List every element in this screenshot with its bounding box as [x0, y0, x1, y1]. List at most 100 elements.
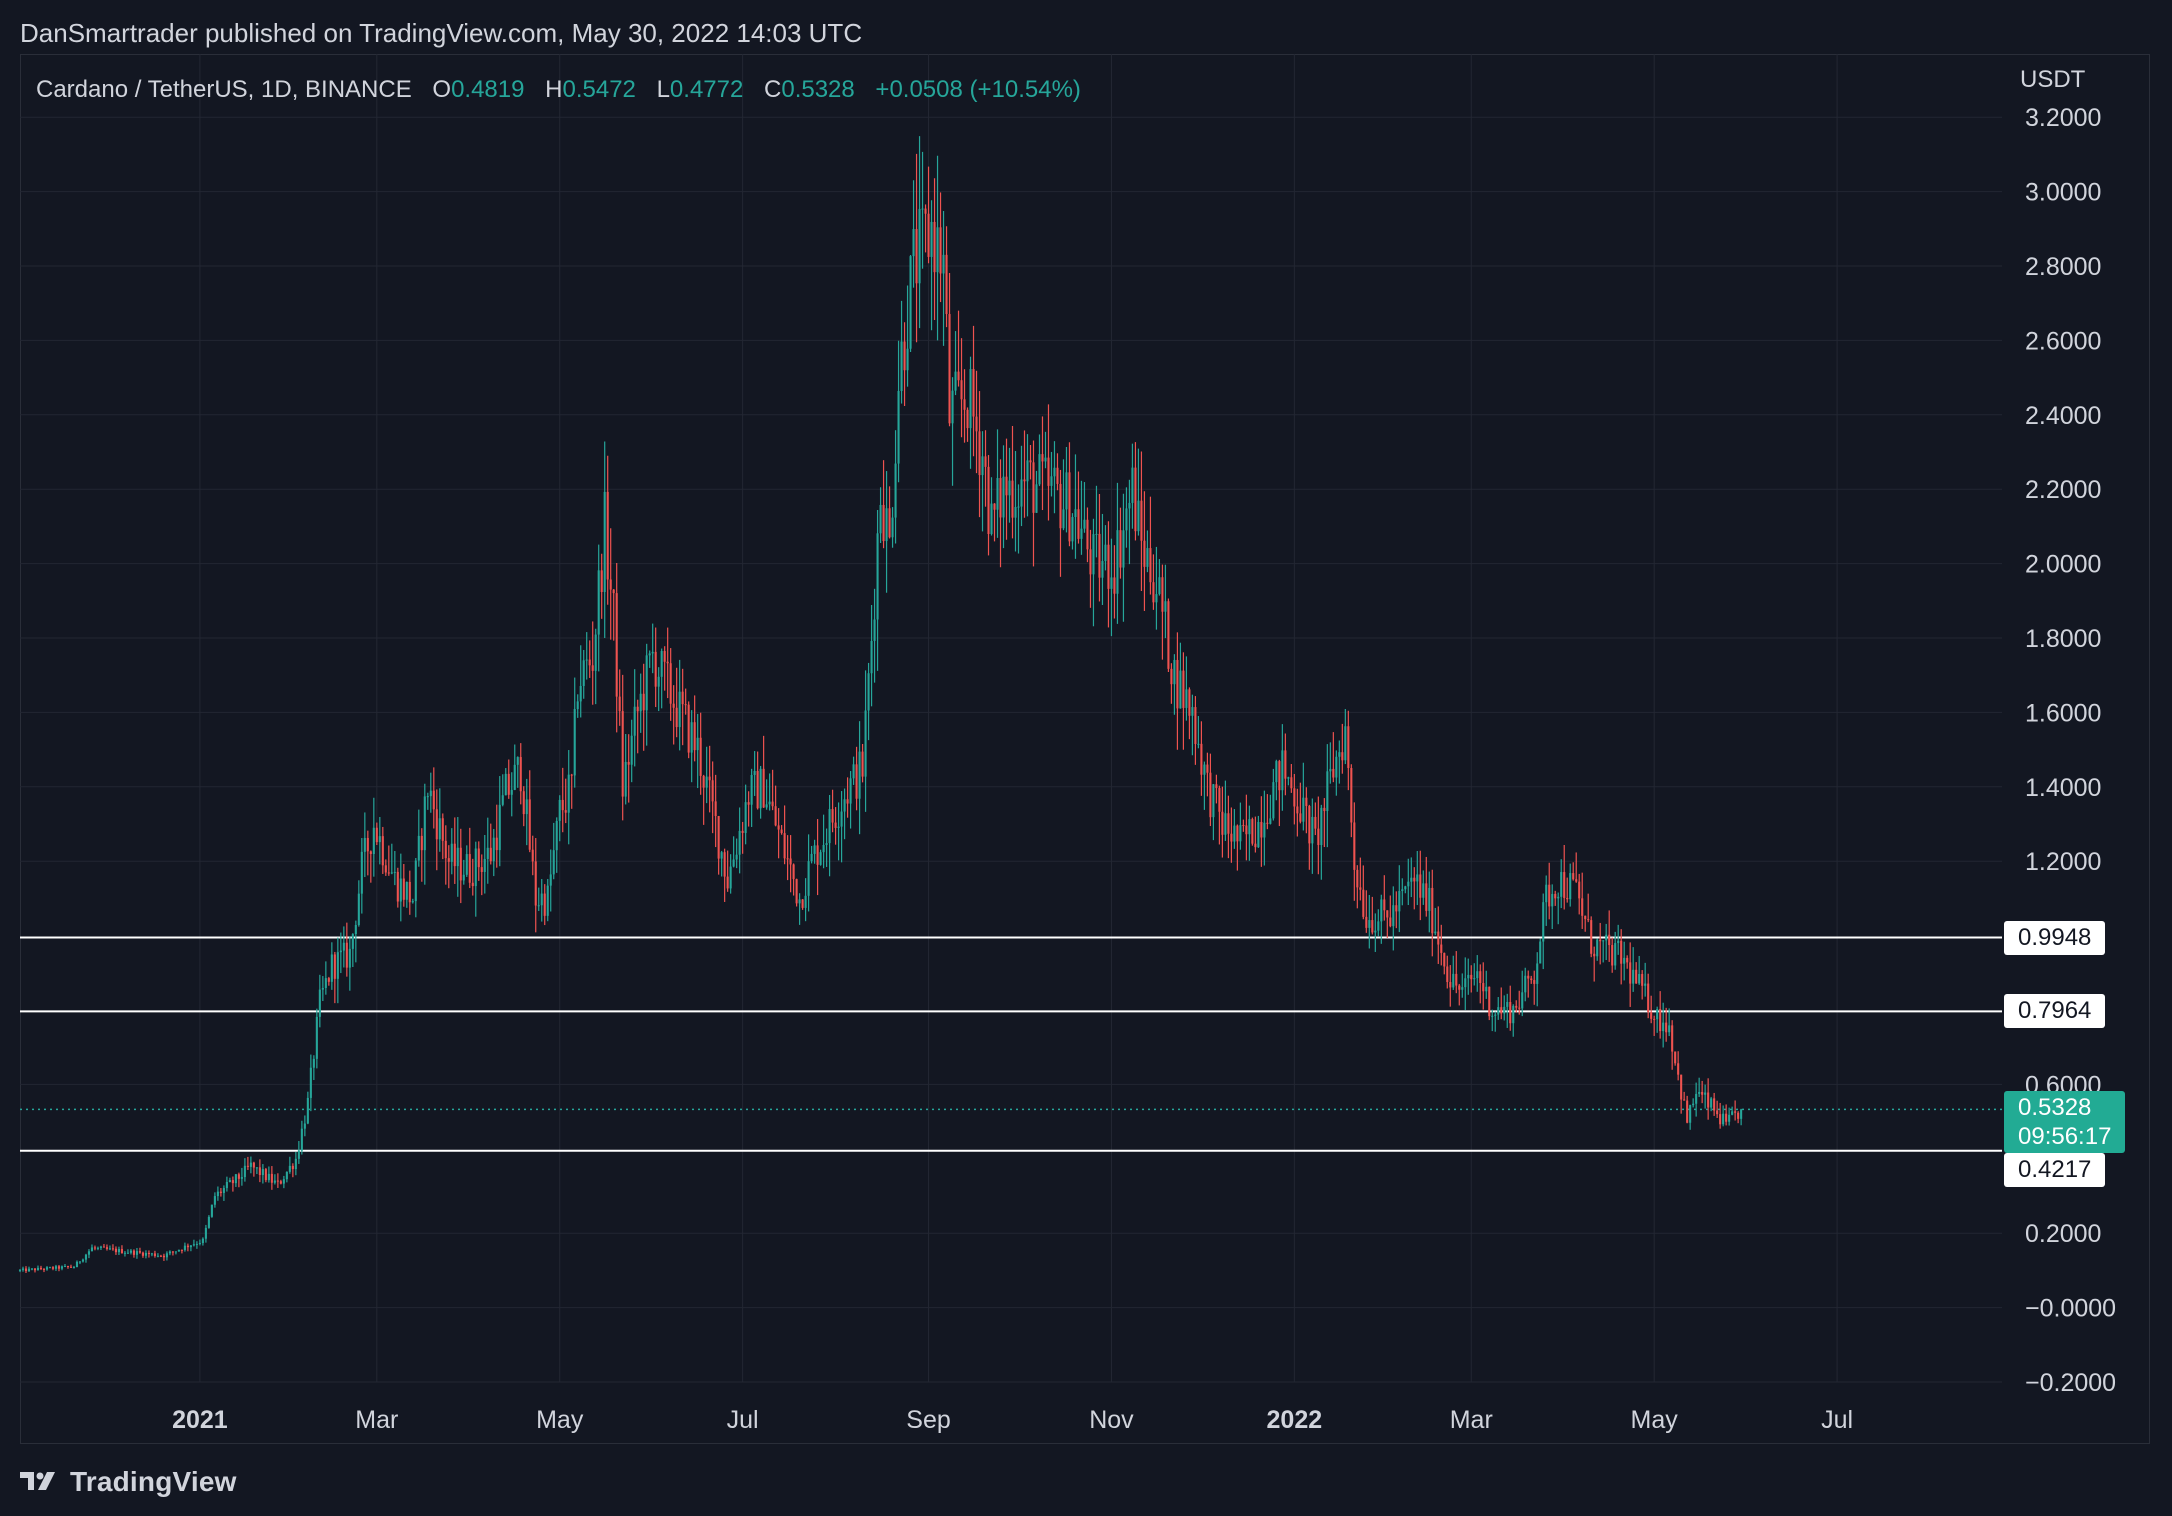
candle-body	[1089, 549, 1092, 575]
candle-body	[1362, 889, 1365, 917]
candle-body	[432, 790, 435, 810]
candle-body	[1551, 893, 1554, 907]
candle-body	[414, 860, 417, 902]
current-price-value: 0.5328	[2018, 1094, 2092, 1122]
candle-body	[252, 1162, 255, 1168]
candle-body	[1392, 905, 1395, 927]
candle-body	[1383, 899, 1386, 911]
candle-body	[1374, 930, 1377, 933]
candle-body	[1428, 887, 1431, 911]
candle-body	[1239, 825, 1242, 842]
candle-body	[906, 348, 909, 371]
candle-body	[504, 773, 507, 796]
candle-body	[837, 826, 840, 828]
candle-body	[27, 1268, 31, 1272]
candle-body	[591, 665, 594, 671]
candle-body	[921, 208, 924, 210]
candle-body	[453, 843, 456, 867]
candle-body	[1263, 822, 1266, 838]
candle-body	[1521, 992, 1524, 1009]
candle-body	[972, 369, 975, 417]
candle-body	[945, 254, 948, 315]
candle-body	[1347, 726, 1350, 769]
candle-body	[867, 673, 870, 711]
candle-body	[768, 801, 771, 805]
candle-body	[633, 706, 636, 736]
candle-body	[1719, 1114, 1722, 1125]
candle-body	[216, 1191, 219, 1197]
candle-body	[177, 1249, 180, 1252]
candle-body	[1203, 764, 1206, 775]
candle-body	[747, 802, 750, 805]
candle-body	[438, 818, 441, 840]
candle-body	[255, 1167, 258, 1169]
candle-body	[1740, 1109, 1743, 1119]
candle-body	[525, 799, 528, 815]
candle-body	[990, 503, 993, 535]
candle-body	[312, 1058, 315, 1068]
candle-body	[1599, 939, 1602, 942]
candle-body	[231, 1180, 234, 1184]
candle-body	[342, 942, 345, 951]
candle-body	[873, 619, 876, 641]
candle-body	[1050, 476, 1053, 486]
candle-body	[1233, 825, 1236, 842]
candle-body	[1443, 952, 1446, 967]
y-tick-label: −0.0000	[2025, 1295, 2116, 1323]
candle-body	[729, 866, 732, 889]
candle-body	[627, 761, 630, 765]
candle-body	[1113, 577, 1116, 594]
candle-body	[1293, 788, 1296, 807]
candle-body	[594, 634, 597, 671]
candle-body	[687, 704, 690, 753]
candle-body	[141, 1252, 144, 1256]
candle-body	[192, 1244, 195, 1246]
candle-body	[1419, 874, 1422, 898]
candle-body	[561, 799, 564, 811]
candle-body	[666, 661, 669, 664]
candle-body	[396, 871, 399, 902]
candle-body	[780, 829, 783, 834]
candle-body	[171, 1251, 174, 1253]
candle-body	[1416, 874, 1419, 882]
candle-body	[1179, 670, 1182, 709]
candle-body	[816, 845, 819, 865]
candle-body	[600, 570, 603, 593]
candle-body	[1413, 877, 1416, 882]
candle-body	[510, 789, 513, 795]
candle-body	[702, 775, 705, 788]
candle-body	[765, 804, 768, 808]
candle-body	[1563, 872, 1566, 898]
candle-body	[1272, 782, 1275, 819]
candle-body	[1407, 881, 1410, 887]
candle-body	[1395, 905, 1398, 912]
candle-body	[408, 881, 411, 903]
x-tick-label: Mar	[1450, 1406, 1493, 1434]
candle-body	[876, 533, 879, 620]
candle-body	[195, 1243, 198, 1245]
footer-brand[interactable]: TradingView	[20, 1466, 237, 1498]
candle-body	[606, 491, 609, 580]
candle-body	[381, 836, 384, 866]
candle-body	[1617, 940, 1620, 944]
candle-body	[1065, 472, 1068, 510]
candle-body	[1236, 825, 1239, 842]
candle-body	[777, 825, 780, 830]
candle-body	[897, 390, 900, 464]
candle-body	[1224, 813, 1227, 835]
candle-body	[54, 1266, 58, 1269]
candle-body	[417, 835, 420, 861]
candle-body	[678, 691, 681, 728]
candle-body	[549, 874, 552, 886]
candle-body	[1170, 668, 1173, 685]
candle-body	[1665, 1022, 1668, 1033]
candle-body	[1077, 509, 1080, 539]
candlestick-chart[interactable]: 3.2000 3.0000 2.8000 2.6000 2.4000 2.2000 2.00…	[0, 0, 2172, 1450]
candle-body	[1038, 454, 1041, 485]
candle-body	[480, 867, 483, 872]
candle-body	[354, 924, 357, 935]
candle-body	[1641, 974, 1644, 986]
candle-body	[1437, 931, 1440, 945]
candle-body	[309, 1067, 312, 1098]
candle-body	[828, 809, 831, 844]
